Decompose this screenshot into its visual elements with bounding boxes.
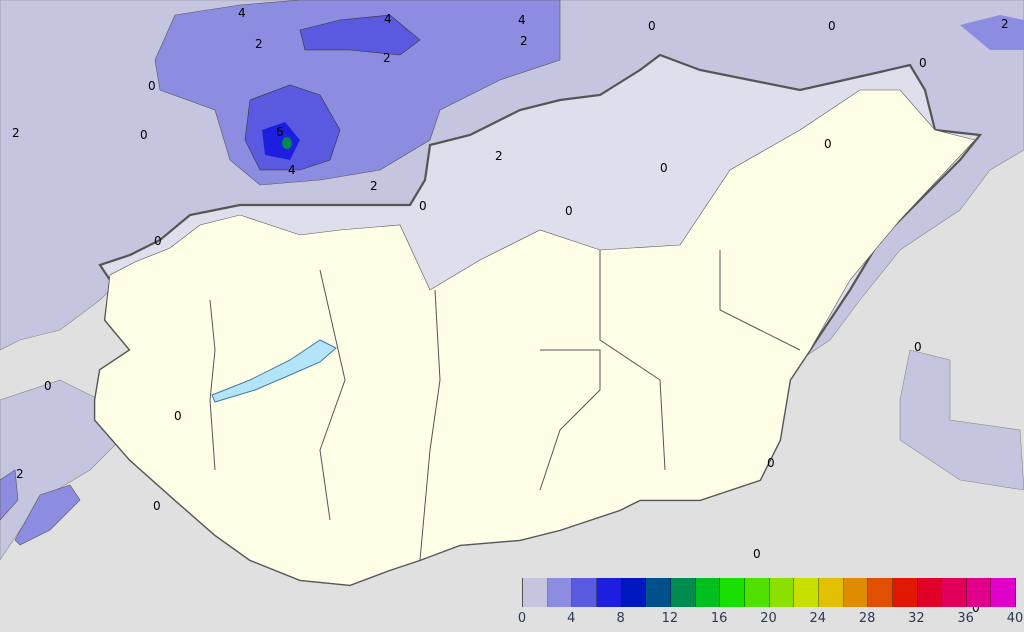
precip-area-6-8: [262, 122, 300, 160]
legend-tick-label: 32: [908, 611, 925, 626]
legend-swatch: [596, 578, 622, 607]
legend-swatch: [794, 578, 819, 607]
legend-swatch: [966, 578, 992, 607]
contour-label: 2: [520, 34, 528, 48]
legend-swatch: [547, 578, 573, 607]
contour-label: 0: [972, 601, 980, 615]
contour-label: 4: [238, 6, 246, 20]
contour-label: 2: [1001, 17, 1009, 31]
precip-area-ne-2-4: [960, 15, 1024, 50]
legend-tick-label: 12: [661, 611, 679, 626]
legend-swatch: [991, 578, 1017, 607]
legend-tick-label: 28: [858, 611, 876, 626]
legend-tick-label: 20: [760, 611, 777, 626]
contour-label: 0: [565, 204, 573, 218]
contour-label: 0: [828, 19, 836, 33]
contour-label: 6: [276, 125, 284, 139]
precip-area-10-12: [282, 137, 292, 149]
lake-balaton: [211, 339, 337, 403]
legend-swatch: [720, 578, 745, 607]
contour-label: 4: [288, 163, 296, 177]
precip-area-sw-2-4: [0, 469, 81, 546]
county-borders: [209, 250, 801, 561]
legend-swatch: [868, 578, 893, 607]
legend-tick-label: 40: [1006, 611, 1024, 626]
contour-label: 0: [419, 199, 427, 213]
contour-label: 2: [16, 467, 24, 481]
contour-label: 0: [174, 409, 182, 423]
legend-swatch: [942, 578, 967, 607]
legend-swatch: [621, 578, 647, 607]
contour-label: 0: [154, 234, 162, 248]
contour-label: 2: [370, 179, 378, 193]
legend-swatch: [843, 578, 869, 607]
contour-label: 2: [255, 37, 263, 51]
contour-label: 4: [384, 12, 392, 26]
legend-swatch: [572, 578, 597, 607]
contour-label: 0: [914, 340, 922, 354]
contour-label: 4: [518, 13, 526, 27]
legend-tick-label: 16: [710, 611, 728, 626]
legend-tick-label: 0: [517, 611, 527, 626]
legend-swatch: [892, 578, 918, 607]
legend-swatch: [917, 578, 943, 607]
legend-swatch: [695, 578, 721, 607]
precip-area-se: [899, 349, 1024, 491]
contour-label: 0: [44, 379, 52, 393]
no-precip-area: [94, 89, 976, 586]
legend-tick-label: 24: [809, 611, 827, 626]
contour-label: 0: [919, 56, 927, 70]
legend-swatch: [818, 578, 844, 607]
contour-label: 0: [824, 137, 832, 151]
legend-swatch: [769, 578, 795, 607]
contour-label: 2: [495, 149, 503, 163]
legend-tick-label: 4: [567, 611, 576, 626]
contour-label: 0: [153, 499, 161, 513]
contour-label: 0: [648, 19, 656, 33]
color-scale-legend: [522, 578, 1017, 607]
legend-tick-label: 8: [616, 611, 625, 626]
contour-label: 2: [383, 51, 391, 65]
legend-tick-label: 36: [957, 611, 974, 626]
contour-label: 0: [148, 79, 156, 93]
legend-swatch: [744, 578, 770, 607]
legend-swatch: [523, 578, 548, 607]
contour-label: 2: [12, 126, 20, 140]
contour-label: 0: [660, 161, 668, 175]
legend-swatch: [670, 578, 696, 607]
contour-label: 0: [140, 128, 148, 142]
contour-label: 0: [767, 456, 775, 470]
contour-label: 0: [753, 547, 761, 561]
legend-swatch: [646, 578, 671, 607]
